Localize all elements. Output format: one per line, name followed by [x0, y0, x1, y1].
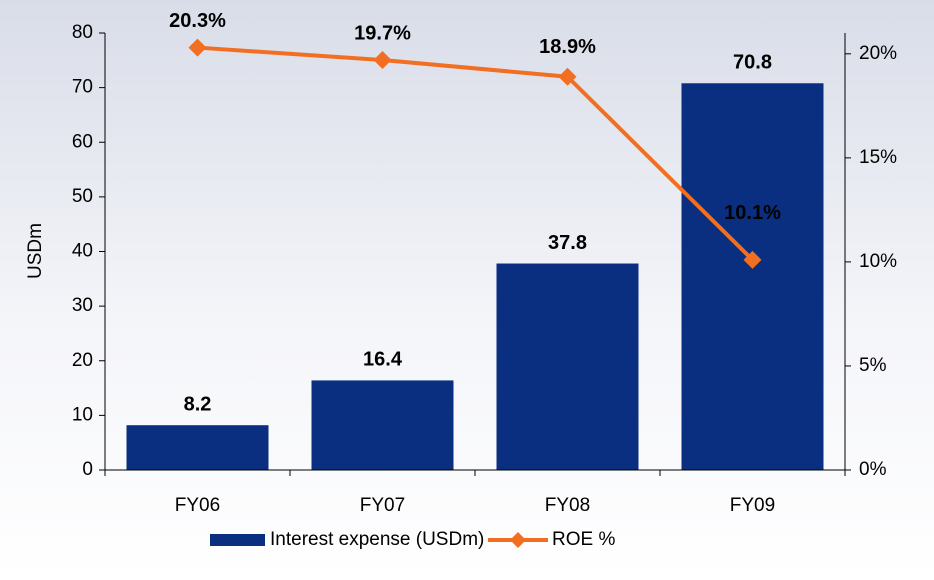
roe-marker	[373, 51, 392, 70]
bar	[496, 263, 639, 470]
bar-value-label: 8.2	[184, 393, 212, 415]
y-tick-label: 0	[82, 459, 93, 480]
roe-value-label: 18.9%	[539, 36, 596, 58]
y-tick-label: 30	[72, 295, 93, 316]
y-tick-label: 10	[72, 404, 93, 425]
roe-value-label: 20.3%	[169, 10, 226, 32]
legend-label: ROE %	[552, 529, 615, 550]
roe-marker	[558, 67, 577, 86]
y2-tick-label: 10%	[859, 251, 897, 272]
roe-value-label: 19.7%	[354, 22, 411, 44]
x-tick-label: FY07	[360, 495, 405, 516]
y2-tick-label: 15%	[859, 147, 897, 168]
y-tick-label: 60	[72, 131, 93, 152]
y-tick-label: 50	[72, 186, 93, 207]
y2-tick-label: 20%	[859, 43, 897, 64]
y-tick-label: 20	[72, 350, 93, 371]
bar-value-label: 16.4	[363, 349, 403, 371]
bar-value-label: 70.8	[733, 52, 772, 74]
roe-value-label: 10.1%	[724, 202, 781, 224]
legend-swatch	[210, 534, 265, 546]
roe-marker	[188, 38, 207, 57]
y2-tick-label: 0%	[859, 459, 887, 480]
y-axis-label: USDm	[25, 223, 46, 279]
y-tick-label: 40	[72, 241, 93, 262]
legend-label: Interest expense (USDm)	[270, 529, 484, 550]
y2-tick-label: 5%	[859, 355, 887, 376]
legend-marker	[510, 532, 526, 548]
y-tick-label: 70	[72, 77, 93, 98]
x-tick-label: FY09	[730, 495, 775, 516]
bar	[311, 380, 454, 470]
bar	[126, 425, 269, 470]
roe-marker	[743, 250, 762, 269]
x-tick-label: FY06	[175, 495, 220, 516]
x-tick-label: FY08	[545, 495, 590, 516]
y-tick-label: 80	[72, 22, 93, 43]
bar-value-label: 37.8	[548, 232, 587, 254]
bar	[681, 83, 824, 470]
roe-line	[197, 45, 754, 262]
